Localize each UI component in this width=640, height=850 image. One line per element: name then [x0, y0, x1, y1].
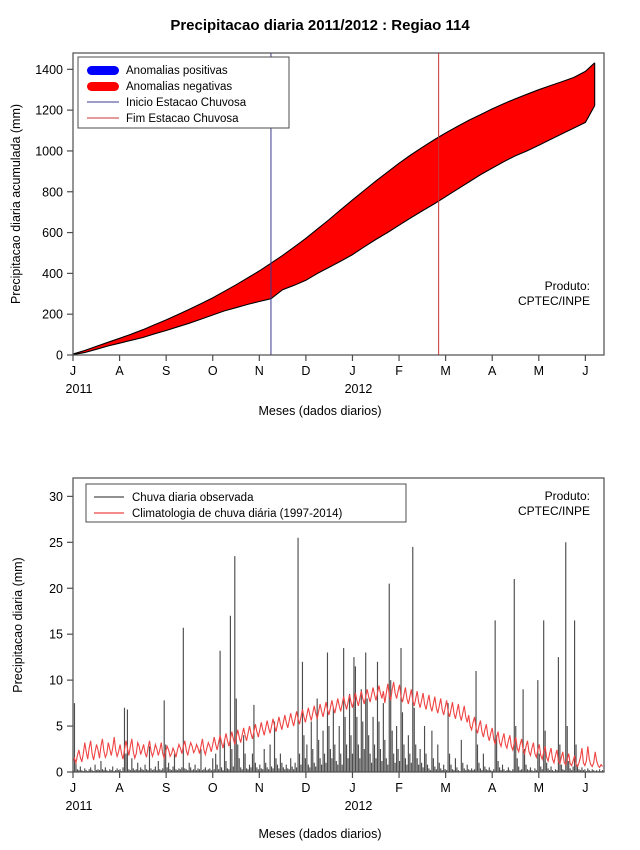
x-tick-label-top-6: J: [349, 364, 355, 378]
x-tick-label-top-1: A: [115, 364, 124, 378]
bottom-legend-label-0: Chuva diaria observada: [132, 492, 254, 504]
x-tick-label-bottom-2: S: [162, 781, 170, 795]
y-tick-label-600: 600: [42, 226, 63, 240]
bottom-legend-label-1: Climatologia de chuva diária (1997-2014): [132, 508, 342, 520]
top-panel-frame: [72, 52, 605, 356]
x-tick-label-bottom-3: O: [208, 781, 218, 795]
x-tick-label-bottom-9: A: [488, 781, 497, 795]
bottom-x-axis-label: Meses (dados diarios): [259, 827, 382, 841]
top-legend-label-3: Fim Estacao Chuvosa: [126, 113, 239, 125]
x-tick-label-top-0: J: [70, 364, 76, 378]
y-tick-label-0: 0: [56, 349, 63, 363]
x-tick-label-bottom-0: J: [70, 781, 76, 795]
bottom-legend-box: [85, 483, 407, 523]
anomaly-negative-fill: [73, 62, 595, 355]
year-label-bottom-1: 2012: [345, 799, 373, 813]
year-label-bottom-0: 2011: [66, 799, 93, 813]
y-tick-label-400: 400: [42, 267, 63, 281]
producer-label-bottom-2: CPTEC/INPE: [518, 504, 590, 518]
x-tick-label-top-10: M: [534, 364, 544, 378]
x-tick-label-top-8: M: [440, 364, 450, 378]
producer-label-top-1: Produto:: [545, 279, 590, 293]
x-tick-label-top-5: D: [301, 364, 310, 378]
observed-daily-bars: [72, 537, 605, 772]
y-tick-label-1000: 1000: [35, 144, 63, 158]
x-tick-label-top-3: O: [208, 364, 218, 378]
producer-label-bottom-1: Produto:: [545, 489, 590, 503]
observed-cumulative-curve: [72, 105, 596, 356]
top-legend-label-2: Inicio Estacao Chuvosa: [126, 97, 247, 109]
y-tick-label-bottom-5: 5: [56, 720, 63, 734]
y-tick-label-200: 200: [42, 308, 63, 322]
top-legend-label-1: Anomalias negativas: [126, 81, 232, 93]
x-tick-label-top-7: F: [395, 364, 403, 378]
x-tick-label-bottom-4: N: [255, 781, 264, 795]
x-tick-label-bottom-8: M: [440, 781, 450, 795]
producer-label-top-2: CPTEC/INPE: [518, 294, 590, 308]
y-tick-label-bottom-25: 25: [49, 536, 63, 550]
y-tick-label-bottom-15: 15: [49, 628, 63, 642]
x-tick-label-bottom-6: J: [349, 781, 355, 795]
top-y-axis-label: Precipitacao diaria acumulada (mm): [9, 104, 23, 304]
figure-title: Precipitacao diaria 2011/2012 : Regiao 1…: [170, 17, 470, 34]
y-tick-label-bottom-0: 0: [56, 766, 63, 780]
legend-swatch-1: [87, 82, 119, 91]
top-x-axis-label: Meses (dados diarios): [259, 404, 382, 418]
x-tick-label-top-11: J: [582, 364, 588, 378]
y-tick-label-bottom-20: 20: [49, 582, 63, 596]
climatology-daily-line: [72, 681, 603, 769]
bottom-panel-frame: [72, 477, 605, 773]
year-label-top-0: 2011: [66, 382, 93, 396]
y-tick-label-bottom-30: 30: [49, 490, 63, 504]
y-tick-label-1400: 1400: [35, 63, 63, 77]
x-tick-label-bottom-11: J: [582, 781, 588, 795]
y-tick-label-800: 800: [42, 185, 63, 199]
y-tick-label-1200: 1200: [35, 104, 63, 118]
x-tick-label-top-2: S: [162, 364, 170, 378]
y-tick-label-bottom-10: 10: [49, 674, 63, 688]
bottom-y-axis-label: Precipitacao diaria (mm): [11, 557, 25, 692]
x-tick-label-top-9: A: [488, 364, 497, 378]
x-tick-label-bottom-5: D: [301, 781, 310, 795]
legend-swatch-0: [87, 66, 119, 75]
climatology-cumulative-curve: [72, 62, 596, 355]
x-tick-label-bottom-10: M: [534, 781, 544, 795]
x-tick-label-bottom-1: A: [115, 781, 124, 795]
x-tick-label-bottom-7: F: [395, 781, 403, 795]
x-tick-label-top-4: N: [255, 364, 264, 378]
top-legend-label-0: Anomalias positivas: [126, 65, 228, 77]
year-label-top-1: 2012: [345, 382, 373, 396]
